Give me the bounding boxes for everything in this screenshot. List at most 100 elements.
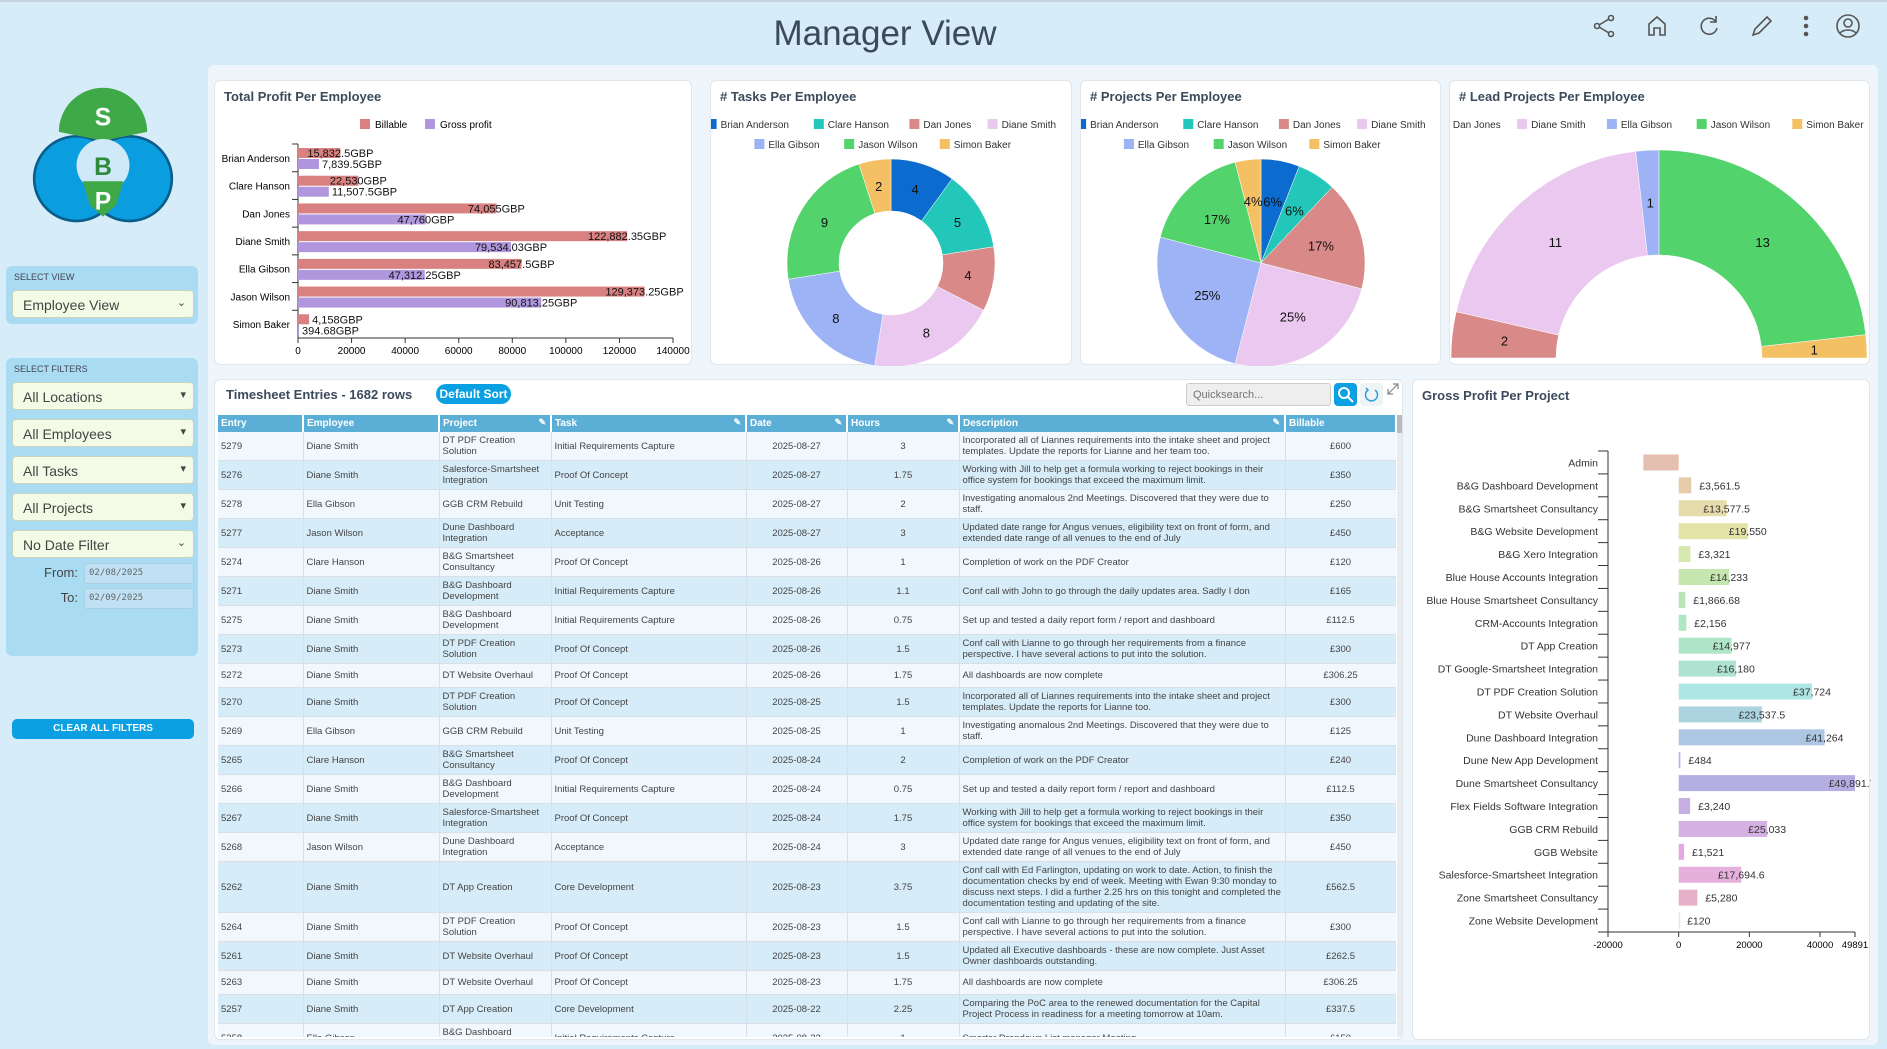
table-row[interactable]: 5257 Diane Smith DT App Creation Core Devel… xyxy=(218,994,1396,1024)
task-filter[interactable]: All Tasks ▾ xyxy=(12,456,194,484)
cell-billable: £337.5 xyxy=(1285,994,1396,1024)
bar-dune-new-app-development xyxy=(1678,752,1681,769)
refresh-icon[interactable] xyxy=(1695,12,1723,40)
column-header-employee[interactable]: Employee xyxy=(303,415,440,432)
table-row[interactable]: 5279 Diane Smith DT PDF Creation Solution I… xyxy=(218,432,1396,461)
edit-column-icon[interactable]: ✎ xyxy=(538,417,546,427)
cell-task: Proof Of Concept xyxy=(551,745,747,775)
clear-all-filters-button[interactable]: CLEAR ALL FILTERS xyxy=(12,719,194,739)
cell-task: Proof Of Concept xyxy=(551,970,747,995)
date-filter[interactable]: No Date Filter ⌄ xyxy=(12,530,194,558)
cell-billable: £240 xyxy=(1285,745,1396,775)
edit-column-icon[interactable]: ✎ xyxy=(1272,417,1280,427)
cell-description: Updated all Executive dashboards - these… xyxy=(959,941,1286,971)
table-row[interactable]: 5263 Diane Smith DT Website Overhaul Proof … xyxy=(218,970,1396,995)
table-row[interactable]: 5261 Diane Smith DT Website Overhaul Proof … xyxy=(218,941,1396,971)
table-row[interactable]: 5266 Diane Smith B&G Dashboard Development… xyxy=(218,774,1396,804)
account-icon[interactable] xyxy=(1834,12,1862,40)
column-header-date[interactable]: Date ✎ xyxy=(746,415,848,432)
cell-hours: 1.5 xyxy=(847,634,960,664)
from-date-input[interactable]: 02/08/2025 xyxy=(84,563,194,584)
from-label: From: xyxy=(44,565,78,580)
legend-label-diane-smith: Diane Smith xyxy=(1531,120,1585,131)
slice-label-simon-baker: 2 xyxy=(875,179,882,194)
cell-date: 2025-08-24 xyxy=(746,774,848,804)
table-scrollbar[interactable] xyxy=(1397,415,1402,1037)
column-header-hours[interactable]: Hours ✎ xyxy=(847,415,960,432)
table-row[interactable]: 5269 Ella Gibson GGB CRM Rebuild Unit Testi… xyxy=(218,716,1396,746)
table-row[interactable]: 5268 Jason Wilson Dune Dashboard Integrati… xyxy=(218,832,1396,862)
chart-title: # Projects Per Employee xyxy=(1090,89,1242,104)
cell-date: 2025-08-24 xyxy=(746,832,848,862)
table-row[interactable]: 5272 Diane Smith DT Website Overhaul Proof … xyxy=(218,663,1396,688)
bar-salesforce-smartsheet-integration xyxy=(1678,866,1742,883)
slice-label-ella-gibson: 8 xyxy=(832,311,839,326)
bar-admin xyxy=(1643,454,1679,471)
data-label: £13,577.5 xyxy=(1703,503,1750,515)
default-sort-button[interactable]: Default Sort xyxy=(436,384,511,404)
data-label: 122,882.35GBP xyxy=(588,231,666,243)
timesheet-table: Entry Employee Project ✎ Task ✎ Date ✎ Hours ✎ Des… xyxy=(218,415,1396,1037)
slice-label-brian-anderson: 4 xyxy=(911,182,918,197)
cell-description: Working with Jill to help get a formula … xyxy=(959,460,1286,490)
edit-column-icon[interactable]: ✎ xyxy=(834,417,842,427)
quicksearch-input[interactable] xyxy=(1186,383,1331,406)
x-tick-label: 40000 xyxy=(1807,940,1833,951)
table-row[interactable]: 5267 Diane Smith Salesforce-Smartsheet Int… xyxy=(218,803,1396,833)
edit-icon[interactable] xyxy=(1747,12,1775,40)
cell-task: Proof Of Concept xyxy=(551,547,747,577)
category-label-dt-google-smartsheet-integration: DT Google-Smartsheet Integration xyxy=(1438,664,1598,676)
slice-label-brian-anderson: 6% xyxy=(1263,195,1282,210)
cell-date: 2025-08-26 xyxy=(746,576,848,606)
cell-hours: 1 xyxy=(847,547,960,577)
slice-label-dan-jones: 4 xyxy=(964,268,971,283)
slice-label-diane-smith: 25% xyxy=(1280,310,1306,325)
column-header-billable[interactable]: Billable xyxy=(1285,415,1396,432)
reset-search-button[interactable] xyxy=(1360,383,1383,406)
table-row[interactable]: 5265 Clare Hanson B&G Smartsheet Consultan… xyxy=(218,745,1396,775)
cell-hours: 2 xyxy=(847,489,960,519)
location-filter[interactable]: All Locations ▾ xyxy=(12,382,194,410)
data-label: £17,694.6 xyxy=(1718,870,1765,882)
table-row[interactable]: 5262 Diane Smith DT App Creation Core Devel… xyxy=(218,861,1396,913)
column-header-description[interactable]: Description ✎ xyxy=(959,415,1286,432)
category-label-b-g-dashboard-development: B&G Dashboard Development xyxy=(1457,480,1598,492)
employee-filter[interactable]: All Employees ▾ xyxy=(12,419,194,447)
slice-label-jason-wilson: 17% xyxy=(1204,212,1230,227)
home-icon[interactable] xyxy=(1643,12,1671,40)
expand-button[interactable] xyxy=(1385,381,1401,397)
more-vertical-icon[interactable] xyxy=(1792,12,1820,40)
table-row[interactable]: 5274 Clare Hanson B&G Smartsheet Consultan… xyxy=(218,547,1396,577)
table-row[interactable]: 5276 Diane Smith Salesforce-Smartsheet Int… xyxy=(218,460,1396,490)
cell-project: Dune Dashboard Integration xyxy=(439,832,552,862)
cell-entry: 5261 xyxy=(218,941,304,971)
table-row[interactable]: 5270 Diane Smith DT PDF Creation Solution P… xyxy=(218,687,1396,717)
table-row[interactable]: 5273 Diane Smith DT PDF Creation Solution P… xyxy=(218,634,1396,664)
column-header-project[interactable]: Project ✎ xyxy=(439,415,552,432)
table-row[interactable]: 5275 Diane Smith B&G Dashboard Development… xyxy=(218,605,1396,635)
table-row[interactable]: 5264 Diane Smith DT PDF Creation Solution P… xyxy=(218,912,1396,942)
view-select[interactable]: Employee View ⌄ xyxy=(12,290,194,318)
slice-label-diane-smith: 8 xyxy=(923,325,930,340)
scrollbar-thumb[interactable] xyxy=(1397,415,1402,433)
edit-column-icon[interactable]: ✎ xyxy=(946,417,954,427)
table-row[interactable]: 5278 Ella Gibson GGB CRM Rebuild Unit Testi… xyxy=(218,489,1396,519)
to-date-input[interactable]: 02/09/2025 xyxy=(84,588,194,609)
column-header-entry[interactable]: Entry xyxy=(218,415,304,432)
share-icon[interactable] xyxy=(1590,12,1618,40)
table-row[interactable]: 5277 Jason Wilson Dune Dashboard Integrati… xyxy=(218,518,1396,548)
cell-description: Updated date range for Angus venues, eli… xyxy=(959,518,1286,548)
legend-label-ella-gibson: Ella Gibson xyxy=(1621,120,1672,131)
project-filter[interactable]: All Projects ▾ xyxy=(12,493,194,521)
legend-swatch-diane-smith xyxy=(1517,119,1528,129)
cell-entry: 5276 xyxy=(218,460,304,490)
edit-column-icon[interactable]: ✎ xyxy=(733,417,741,427)
search-button[interactable] xyxy=(1334,383,1357,406)
table-row[interactable]: 5258Ella GibsonB&G Dashboard Development… xyxy=(218,1023,1396,1037)
table-row[interactable]: 5271 Diane Smith B&G Dashboard Development… xyxy=(218,576,1396,606)
slice-diane-smith xyxy=(874,286,985,366)
slice-diane-smith xyxy=(1455,151,1648,336)
bar-billable-brian-anderson xyxy=(298,148,341,158)
cell-project: DT App Creation xyxy=(439,994,552,1024)
column-header-task[interactable]: Task ✎ xyxy=(551,415,747,432)
